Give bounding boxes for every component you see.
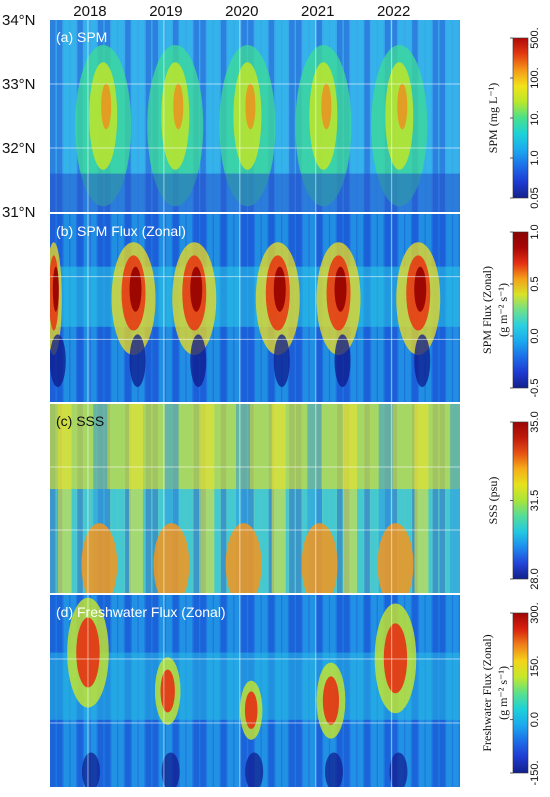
colorbar-a-label: SPM (mg L⁻¹) xyxy=(486,83,500,154)
panel-b-label: (b) SPM Flux (Zonal) xyxy=(56,223,186,239)
y-tick-label: 32°N xyxy=(2,140,36,157)
colorbar-d-tick: -150. xyxy=(529,760,541,785)
panel-a-label: (a) SPM xyxy=(56,29,107,45)
x-tick-label: 2018 xyxy=(73,3,106,20)
colorbar-a-tick: 500. xyxy=(529,27,541,48)
panel-b: (b) SPM Flux (Zonal) xyxy=(50,214,460,402)
y-tick-label: 34°N xyxy=(2,12,36,29)
colorbar-d-bar xyxy=(512,612,529,774)
colorbar-b-tick: -0.5 xyxy=(529,379,541,398)
colorbar-b-label: SPM Flux (Zonal) (g m⁻² s⁻¹) xyxy=(480,266,510,354)
panel-c: (c) SSS xyxy=(50,404,460,593)
colorbar-a-bar xyxy=(512,37,529,199)
colorbar-a: 500. 100. 10. 1.0 0.05 SPM (mg L⁻¹) xyxy=(486,27,541,208)
colorbar-c-tick: 31.5 xyxy=(529,490,541,511)
x-tick-label: 2019 xyxy=(149,3,182,20)
axis-ticks-group: 2018 2019 2020 2021 2022 34°N 33°N 32°N 31°N xyxy=(2,3,410,221)
y-tick-label: 33°N xyxy=(2,76,36,93)
panels-group: (a) SPM (b) SPM Flux (Zonal) (c) SSS (d) Fr… xyxy=(50,20,460,787)
colorbar-c-tick: 28.0 xyxy=(529,568,541,589)
colorbar-b-tick: 1.0 xyxy=(529,224,541,239)
colorbar-b-tick: 0.5 xyxy=(529,276,541,291)
colorbar-b: 1.0 0.5 0.0 -0.5 SPM Flux (Zonal) (g m⁻² s⁻¹) xyxy=(480,224,541,397)
panel-c-label: (c) SSS xyxy=(56,413,104,429)
colorbar-d-tick: 300. xyxy=(529,602,541,623)
colorbar-b-tick: 0.0 xyxy=(529,328,541,343)
x-tick-label: 2021 xyxy=(301,3,334,20)
colorbar-a-tick: 1.0 xyxy=(529,150,541,165)
colorbar-d: 300. 150. 0.0 -150. Freshwater Flux (Zonal)(… xyxy=(480,602,541,785)
colorbar-b-bar xyxy=(512,231,529,389)
colorbar-c: 35.0 31.5 28.0 SSS (psu) xyxy=(486,411,541,589)
colorbar-c-bar xyxy=(512,421,529,580)
panel-d-label: (d) Freshwater Flux (Zonal) xyxy=(56,604,226,620)
panel-a: (a) SPM xyxy=(50,20,460,212)
colorbar-a-tick: 100. xyxy=(529,67,541,88)
colorbar-a-tick: 10. xyxy=(529,110,541,125)
panel-d: (d) Freshwater Flux (Zonal) xyxy=(50,595,460,787)
colorbar-c-tick: 35.0 xyxy=(529,411,541,432)
colorbar-d-tick: 0.0 xyxy=(529,712,541,727)
x-tick-label: 2022 xyxy=(377,3,410,20)
colorbars-group: 500. 100. 10. 1.0 0.05 SPM (mg L⁻¹) 1.0 0.5 0.0 -… xyxy=(480,27,541,785)
colorbar-d-tick: 150. xyxy=(529,656,541,677)
y-tick-label: 31°N xyxy=(2,204,36,221)
colorbar-d-label: Freshwater Flux (Zonal) (g m⁻² s⁻¹) xyxy=(480,634,510,751)
x-tick-label: 2020 xyxy=(225,3,258,20)
colorbar-a-tick: 0.05 xyxy=(529,187,541,208)
colorbar-c-label: SSS (psu) xyxy=(486,477,500,525)
